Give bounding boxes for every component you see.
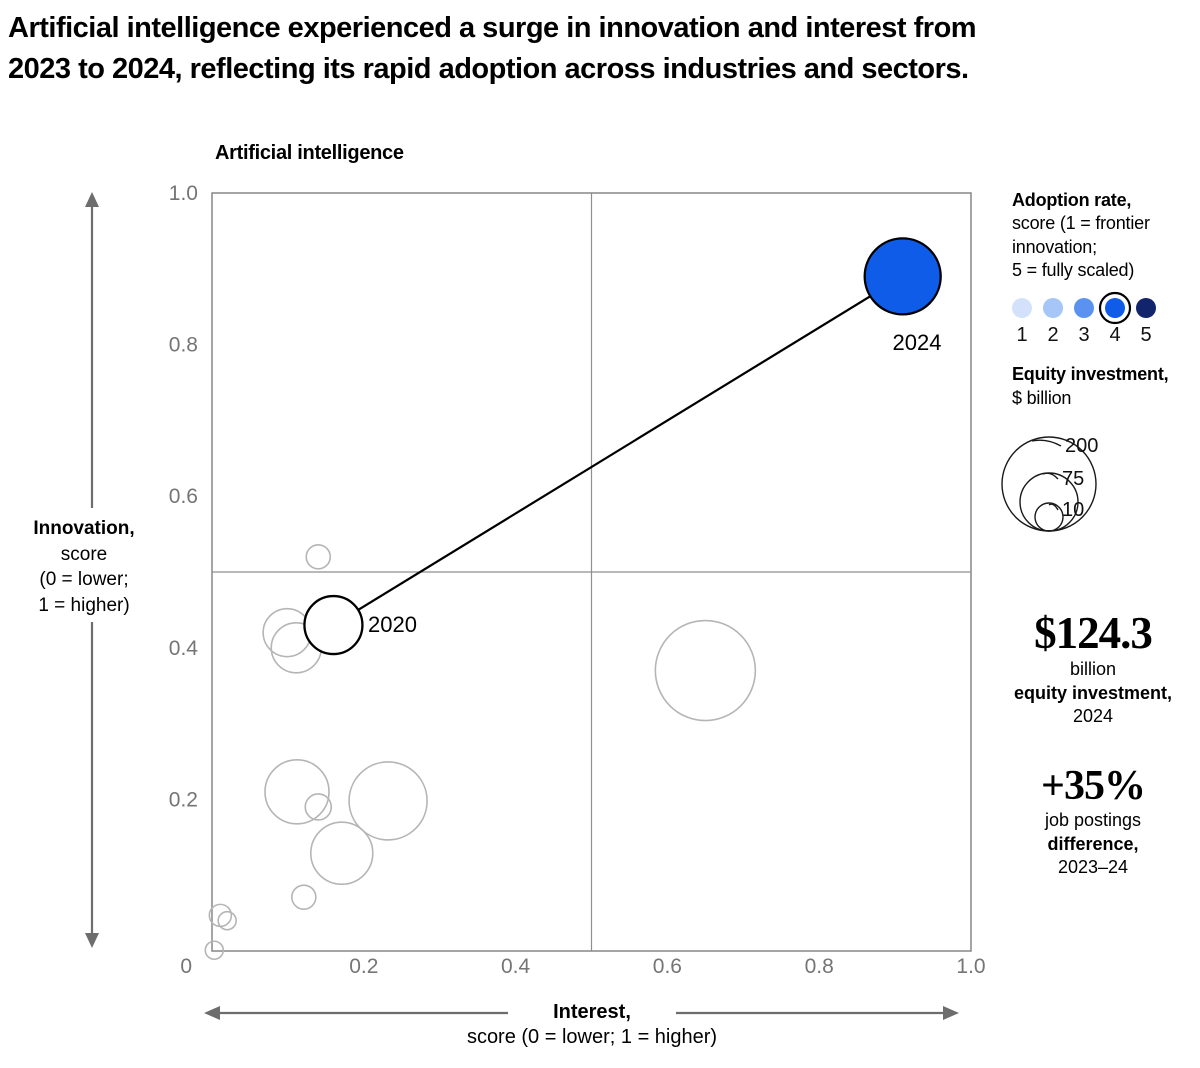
stat-jobs-line-2: difference, — [1047, 833, 1139, 854]
adoption-dot-1 — [1012, 298, 1032, 318]
size-legend-title: Equity investment, — [1012, 364, 1169, 384]
bubble-label-2024: 2024 — [892, 330, 942, 355]
adoption-legend-subtitle-2: innovation; — [1012, 236, 1097, 257]
adoption-dot-label: 3 — [1078, 324, 1089, 346]
year-bubble-2024 — [863, 237, 942, 316]
page-title: Artificial intelligence experienced a su… — [8, 8, 977, 90]
stat-equity-investment: $124.3 billion equity investment, 2024 — [984, 608, 1200, 729]
x-tick-label: 0.4 — [501, 955, 531, 978]
x-tick-label: 0.8 — [805, 955, 834, 978]
x-tick-label: 1.0 — [956, 955, 985, 978]
size-legend-subtitle: $ billion — [1012, 388, 1072, 408]
background-bubble — [654, 619, 757, 722]
y-axis-label-sub-2: (0 = lower; — [39, 569, 129, 590]
adoption-legend-subtitle-3: 5 = fully scaled) — [1012, 260, 1135, 280]
axis-tick-labels: 0 0.2 0.4 0.6 0.8 1.0 1.0 0.8 0.6 0.4 0.2 — [169, 182, 986, 978]
background-bubble — [217, 910, 237, 931]
stat-equity-value: $124.3 — [1034, 608, 1153, 658]
background-bubble — [262, 607, 312, 658]
stat-job-postings: +35% job postings difference, 2023–24 — [984, 763, 1200, 880]
page-title-line-1: Artificial intelligence experienced a su… — [8, 12, 977, 44]
year-bubble-2020 — [303, 594, 364, 656]
x-axis-arrow — [204, 1006, 959, 1020]
size-legend-label: 75 — [1062, 468, 1084, 490]
plot-frame — [211, 192, 972, 952]
y-axis-label-sub-3: 1 = higher) — [38, 594, 130, 616]
size-legend-leader-line — [1031, 439, 1062, 447]
background-bubble — [264, 759, 330, 825]
adoption-dot-5 — [1136, 298, 1156, 318]
background-bubble — [309, 821, 374, 886]
y-axis-arrow — [85, 192, 99, 948]
stat-equity-line-1: billion — [1069, 659, 1117, 679]
y-tick-label: 0.6 — [169, 485, 198, 508]
size-legend-leader-line — [1042, 472, 1059, 480]
y-arrowhead-up-icon — [85, 192, 99, 207]
adoption-dot-selected-ring-icon — [1098, 291, 1132, 325]
background-bubble — [304, 793, 333, 821]
y-axis-label-title: Innovation, — [33, 518, 135, 539]
size-legend-label: 10 — [1062, 499, 1084, 521]
y-tick-label: 0.4 — [169, 637, 199, 660]
adoption-legend-title: Adoption rate, — [1012, 190, 1132, 210]
size-legend-label: 200 — [1065, 435, 1098, 457]
adoption-dot-label: 1 — [1016, 324, 1027, 346]
adoption-dot-2 — [1043, 298, 1063, 318]
size-legend-leader-line — [1048, 503, 1059, 511]
stat-jobs-line-1: job postings — [1044, 810, 1142, 830]
x-arrowhead-right-icon — [943, 1006, 959, 1020]
bubble-layer — [204, 237, 942, 961]
stat-jobs-value: +35% — [1041, 763, 1146, 809]
chart-title: Artificial intelligence — [215, 142, 404, 164]
stat-equity-line-3: 2024 — [1072, 706, 1114, 726]
y-arrowhead-down-icon — [85, 933, 99, 948]
background-bubble — [204, 940, 225, 961]
adoption-dot-4 — [1105, 298, 1125, 318]
x-axis-sublabel: score (0 = lower; 1 = higher) — [466, 1026, 718, 1048]
background-bubble — [305, 544, 332, 570]
bubble-label-2020: 2020 — [368, 612, 417, 637]
stat-equity-line-2: equity investment, — [1013, 682, 1173, 703]
adoption-dot-label: 4 — [1109, 324, 1120, 346]
background-bubble — [348, 761, 428, 841]
y-tick-label: 1.0 — [169, 182, 198, 205]
trend-connector-line — [332, 275, 904, 626]
x-tick-label: 0.2 — [349, 955, 378, 978]
page-title-line-2: 2023 to 2024, reflecting its rapid adopt… — [8, 53, 969, 85]
y-axis-label: Innovation, score (0 = lower; 1 = higher… — [2, 516, 166, 618]
adoption-legend-subtitle-1: score (1 = frontier — [1012, 213, 1150, 233]
x-tick-label: 0 — [180, 955, 192, 978]
adoption-dot-3 — [1074, 298, 1094, 318]
y-tick-label: 0.2 — [169, 788, 198, 811]
background-bubble — [291, 884, 317, 910]
size-legend-circles: 200 75 10 — [1001, 435, 1098, 532]
x-axis-label: Interest, — [553, 1001, 631, 1023]
stat-jobs-line-3: 2023–24 — [1057, 857, 1129, 877]
adoption-dot-label: 2 — [1047, 324, 1058, 346]
adoption-legend-subtitle: score (1 = frontier innovation; 5 = full… — [1012, 212, 1150, 283]
adoption-dot-label: 5 — [1140, 324, 1151, 346]
y-tick-label: 0.8 — [169, 334, 198, 357]
y-axis-label-sub-1: score — [60, 543, 108, 565]
x-arrowhead-left-icon — [204, 1006, 220, 1020]
size-legend-circle — [1034, 502, 1064, 532]
x-tick-label: 0.6 — [653, 955, 682, 978]
